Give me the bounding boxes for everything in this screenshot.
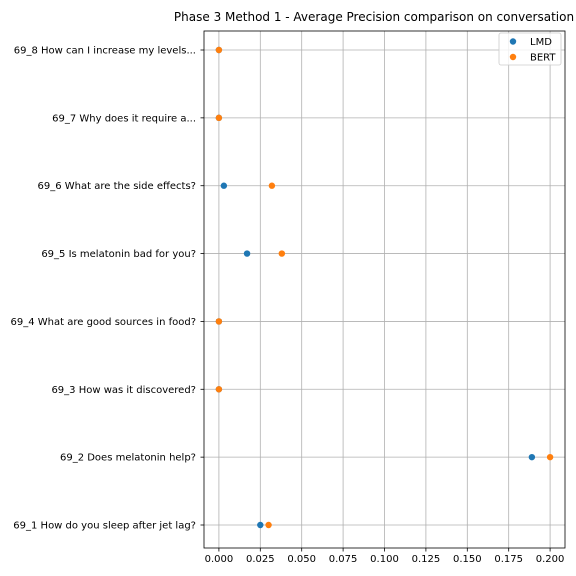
data-point-lmd	[243, 250, 251, 257]
y-tick-label: 69_7 Why does it require a...	[52, 113, 196, 124]
data-point-bert	[268, 182, 276, 189]
y-tick-label: 69_3 How was it discovered?	[51, 385, 196, 396]
y-tick-label: 69_6 What are the side effects?	[38, 181, 196, 192]
x-tick-label: 0.175	[494, 554, 523, 565]
legend-marker-bert	[509, 53, 517, 61]
x-tick-label: 0.100	[370, 554, 399, 565]
data-point-lmd	[528, 453, 536, 461]
data-point-bert	[546, 453, 554, 461]
y-tick-label: 69_4 What are good sources in food?	[11, 317, 196, 328]
axes: 0.000 0.025 0.050 0.075 0.100 0.125 0.150 0.175…	[11, 30, 566, 565]
data-point-bert	[265, 521, 272, 529]
data-points	[215, 46, 554, 529]
x-tick-label: 0.150	[453, 554, 482, 565]
x-tick-label: 0.075	[329, 554, 358, 565]
legend-label-bert: BERT	[530, 53, 556, 64]
plot-frame	[203, 30, 566, 549]
y-tick-label: 69_5 Is melatonin bad for you?	[41, 249, 196, 260]
y-tick-label: 69_8 How can I increase my levels...	[14, 46, 196, 57]
data-point-bert	[215, 46, 223, 54]
chart-title: Phase 3 Method 1 - Average Precision com…	[174, 10, 574, 24]
x-tick-label: 0.200	[536, 554, 565, 565]
data-point-bert	[215, 114, 223, 122]
y-tick-label: 69_2 Does melatonin help?	[60, 453, 196, 464]
grid	[204, 31, 565, 548]
data-point-bert	[215, 386, 223, 393]
data-point-lmd	[257, 521, 264, 529]
x-tick-label: 0.025	[246, 554, 275, 565]
x-tick-label: 0.050	[287, 554, 316, 565]
legend-marker-lmd	[509, 38, 517, 45]
data-point-bert	[278, 250, 286, 257]
y-tick-label: 69_1 How do you sleep after jet lag?	[13, 521, 196, 532]
x-tick-label: 0.125	[412, 554, 441, 565]
legend: LMD BERT	[498, 32, 562, 66]
data-point-lmd	[220, 182, 228, 189]
legend-label-lmd: LMD	[530, 37, 552, 48]
data-point-bert	[215, 318, 223, 325]
x-tick-label: 0.000	[205, 554, 234, 565]
